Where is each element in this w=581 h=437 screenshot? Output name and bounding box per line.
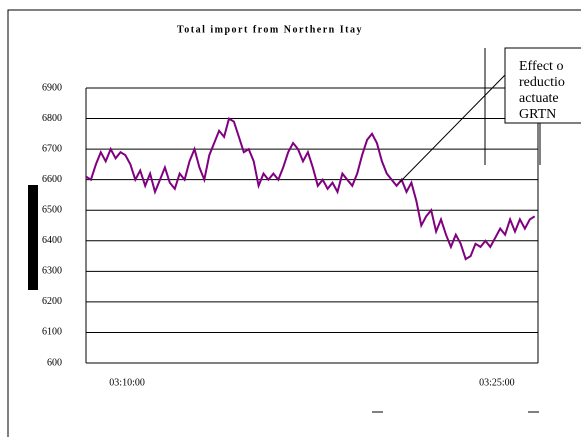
y-tick-label: 6500 <box>42 205 62 216</box>
annotation-text: Effect o <box>519 59 563 74</box>
x-tick-label: 03:25:00 <box>479 377 515 388</box>
annotation-text: actuate <box>519 91 559 106</box>
chart-title: Total import from Northern Itay <box>177 24 363 35</box>
y-tick-label: 6400 <box>42 235 62 246</box>
x-tick-label: 03:10:00 <box>109 377 145 388</box>
y-tick-label: 6800 <box>42 113 62 124</box>
y-tick-label: 6300 <box>42 266 62 277</box>
annotation-text: GRTN <box>519 107 556 122</box>
y-tick-label: 6200 <box>42 296 62 307</box>
axis-title-block <box>28 185 38 290</box>
annotation-text: reductio <box>519 75 565 90</box>
data-line <box>85 117 536 261</box>
y-tick-label: 6900 <box>42 82 62 93</box>
y-tick-label: 6700 <box>42 143 62 154</box>
y-tick-label: 6600 <box>42 174 62 185</box>
callout-pointer <box>399 74 506 183</box>
y-tick-label: 600 <box>47 357 62 368</box>
y-tick-label: 6100 <box>42 327 62 338</box>
callout-box <box>504 47 581 124</box>
chart-frame <box>7 9 581 437</box>
